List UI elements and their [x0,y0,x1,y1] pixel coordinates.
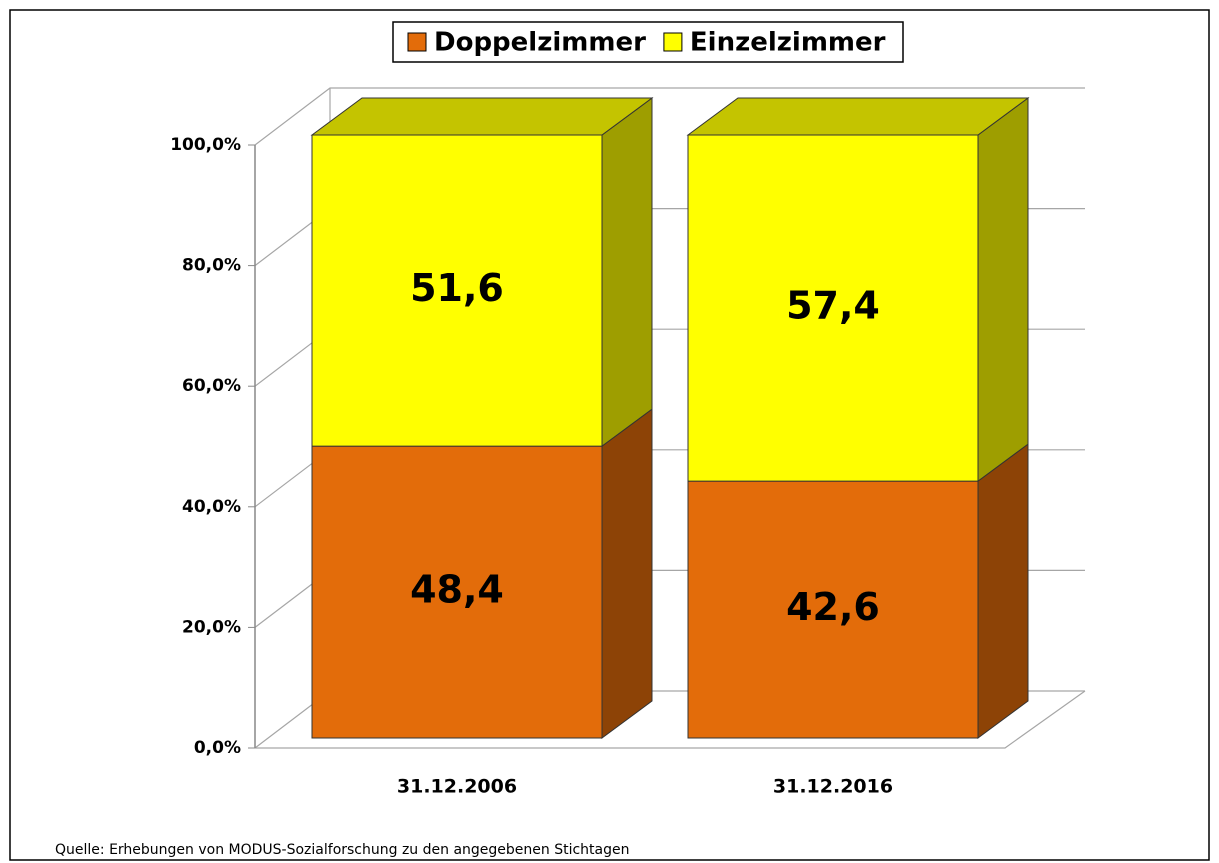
legend-swatch [663,32,683,52]
x-tick-label: 31.12.2006 [397,776,517,798]
x-tick-label: 31.12.2016 [773,776,893,798]
y-tick-label: 80,0% [182,256,241,276]
data-label: 48,4 [410,568,504,612]
y-tick-label: 40,0% [182,497,241,517]
bar-top [686,97,1030,136]
legend-box [392,21,904,63]
legend-label: Doppelzimmer [434,28,646,58]
y-tick-label: 0,0% [194,738,241,758]
bar-segment [311,445,603,739]
legend-label: Einzelzimmer [690,28,886,58]
bar-side [601,97,653,448]
y-tick-label: 100,0% [170,135,241,155]
legend-swatch [407,32,427,52]
source-note: Quelle: Erhebungen von MODUS-Sozialforsc… [55,842,630,858]
bar-top [310,97,654,136]
y-tick-label: 60,0% [182,376,241,396]
bar-side [601,408,653,739]
bar-segment [687,480,979,739]
data-label: 57,4 [786,284,880,328]
data-label: 51,6 [410,266,504,310]
bar-segment [687,134,979,482]
floor [255,690,1086,749]
bar-side [977,97,1029,483]
bar-side [977,443,1029,739]
data-label: 42,6 [786,585,880,629]
grid-line [254,87,1085,146]
bar-segment [311,134,603,447]
y-tick-label: 20,0% [182,617,241,637]
